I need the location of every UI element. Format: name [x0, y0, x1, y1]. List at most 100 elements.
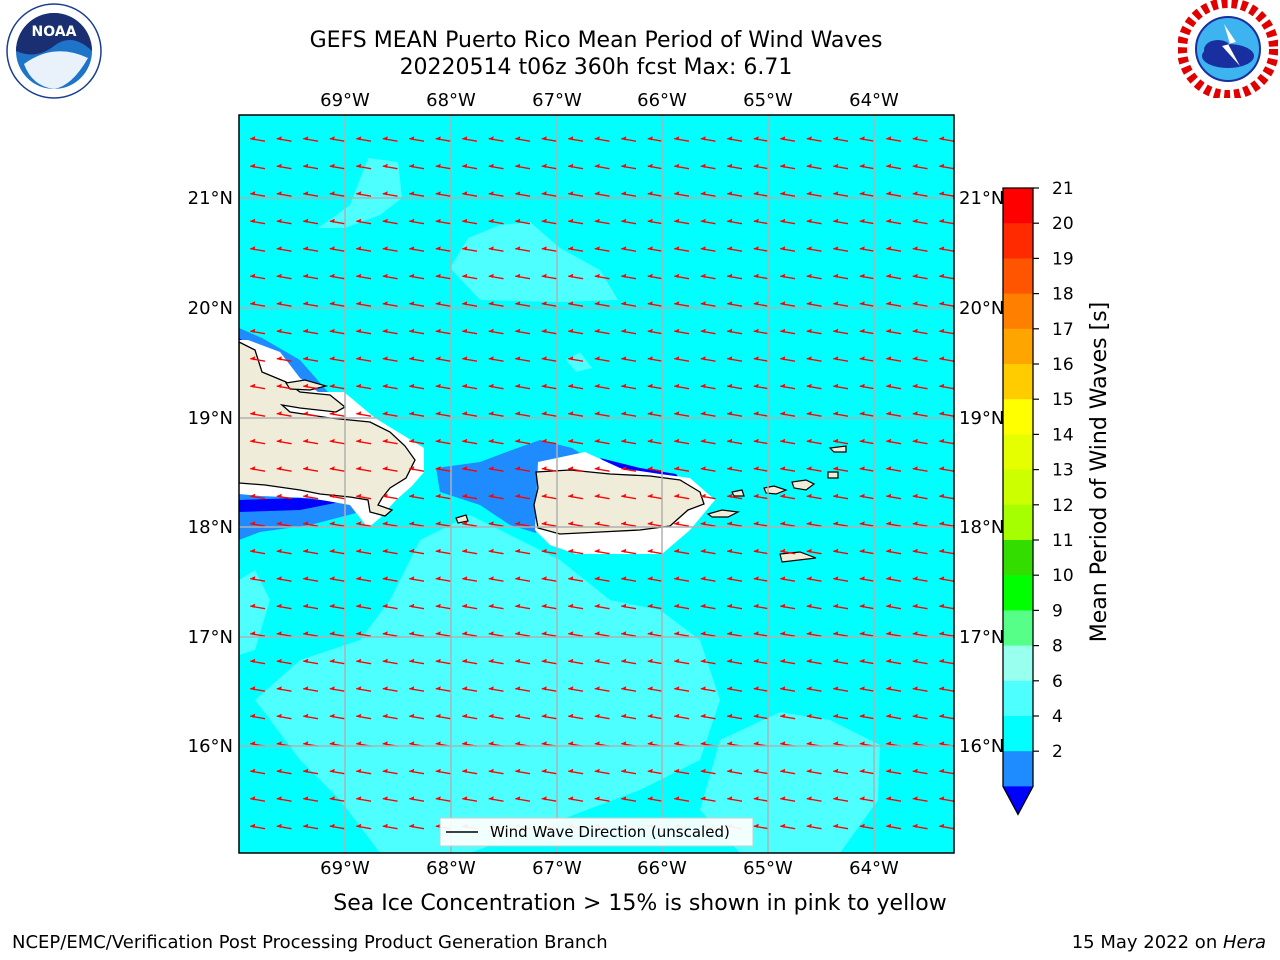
wave-arrow-head: [886, 548, 892, 553]
wave-arrow-head: [939, 466, 945, 471]
lat-label: 16°N: [188, 736, 233, 757]
wave-arrow-head: [250, 796, 256, 801]
wave-arrow-head: [303, 466, 309, 471]
wave-arrow-head: [674, 136, 680, 141]
wave-arrow-head: [647, 191, 653, 196]
wave-arrow-head: [700, 493, 706, 498]
wave-arrow-head: [515, 493, 521, 498]
wave-arrow-head: [356, 301, 362, 306]
colorbar-swatch: [1003, 610, 1033, 647]
wave-arrow-head: [250, 273, 256, 278]
nws-logo: [1178, 0, 1278, 98]
wave-arrow-head: [303, 273, 309, 278]
wave-arrow-head: [939, 328, 945, 333]
wave-arrow-head: [435, 741, 441, 746]
wave-arrow-head: [647, 383, 653, 388]
wave-arrow-head: [409, 686, 415, 691]
wave-arrow-head: [435, 521, 441, 526]
wave-arrow-head: [727, 768, 733, 773]
wave-arrow-head: [382, 136, 388, 141]
wave-arrow-head: [435, 658, 441, 663]
wave-arrow-head: [435, 686, 441, 691]
colorbar-swatch: [1003, 293, 1033, 330]
wave-arrow-head: [541, 603, 547, 608]
wave-arrow-head: [462, 356, 468, 361]
wave-arrow-head: [700, 218, 706, 223]
wave-arrow-head: [912, 576, 918, 581]
wave-arrow-head: [700, 631, 706, 636]
wave-arrow-head: [435, 576, 441, 581]
wave-arrow-head: [462, 658, 468, 663]
wave-arrow-head: [515, 411, 521, 416]
wave-arrow-head: [727, 521, 733, 526]
wave-arrow-head: [329, 713, 335, 718]
wave-arrow-head: [329, 741, 335, 746]
wave-arrow-head: [780, 658, 786, 663]
wave-arrow-head: [674, 548, 680, 553]
wave-arrow-head: [382, 218, 388, 223]
wave-arrow-head: [568, 356, 574, 361]
wave-arrow-head: [462, 328, 468, 333]
wave-arrow-head: [833, 796, 839, 801]
small-islands: [455, 445, 847, 563]
wave-arrow-head: [859, 218, 865, 223]
wave-arrow-head: [594, 768, 600, 773]
wave-arrow-head: [859, 328, 865, 333]
wave-arrow-head: [303, 631, 309, 636]
colorbar-swatch: [1003, 540, 1033, 576]
wave-arrow-head: [250, 521, 256, 526]
wave-arrow-head: [859, 136, 865, 141]
lat-label: 17°N: [959, 627, 1004, 648]
wave-arrow-head: [859, 741, 865, 746]
wave-arrow-head: [912, 466, 918, 471]
wave-arrow-head: [568, 493, 574, 498]
colorbar-tick-label: 8: [1052, 637, 1063, 657]
lon-label: 69°W: [320, 90, 370, 111]
wave-arrow-head: [859, 163, 865, 168]
wave-arrow-head: [329, 603, 335, 608]
wave-arrow-head: [700, 741, 706, 746]
wave-arrow-head: [753, 603, 759, 608]
wave-arrow-head: [568, 576, 574, 581]
wave-arrow-head: [594, 576, 600, 581]
colorbar-swatch: [1003, 328, 1033, 365]
wave-arrow-head: [568, 191, 574, 196]
wave-arrow-head: [329, 658, 335, 663]
wave-arrow-head: [621, 246, 627, 251]
wave-arrow-head: [568, 438, 574, 443]
wave-arrow-head: [568, 218, 574, 223]
wave-arrow-head: [939, 218, 945, 223]
wave-arrow-head: [276, 163, 282, 168]
wave-arrow-head: [303, 411, 309, 416]
wave-arrow-head: [886, 163, 892, 168]
colorbar-tick-label: 18: [1052, 285, 1074, 305]
wave-arrow-head: [806, 603, 812, 608]
wave-arrow-head: [515, 356, 521, 361]
wave-arrow-head: [515, 576, 521, 581]
wave-arrow-head: [621, 438, 627, 443]
lon-label: 66°W: [637, 858, 687, 879]
wave-arrow-head: [594, 191, 600, 196]
wave-arrow-head: [939, 521, 945, 526]
wave-arrow-head: [488, 438, 494, 443]
wave-arrow-head: [462, 136, 468, 141]
wave-arrow-head: [886, 218, 892, 223]
wave-arrow-head: [488, 713, 494, 718]
lon-label: 67°W: [532, 858, 582, 879]
wave-arrow-head: [700, 658, 706, 663]
wave-arrow-head: [674, 713, 680, 718]
wave-arrow-head: [515, 686, 521, 691]
wave-arrow-head: [303, 521, 309, 526]
wave-arrow-head: [409, 768, 415, 773]
wave-arrow-head: [939, 741, 945, 746]
wave-arrow-head: [462, 163, 468, 168]
colorbar-tick-label: 21: [1052, 179, 1074, 199]
lon-label: 65°W: [743, 858, 793, 879]
wave-arrow-head: [727, 741, 733, 746]
lon-labels-top: 69°W 68°W 67°W 66°W 65°W 64°W: [320, 90, 899, 111]
wave-arrow-head: [515, 438, 521, 443]
wave-arrow-head: [356, 713, 362, 718]
wave-arrow-head: [515, 191, 521, 196]
colorbar-tick-label: 16: [1052, 355, 1074, 375]
wave-arrow-head: [303, 163, 309, 168]
